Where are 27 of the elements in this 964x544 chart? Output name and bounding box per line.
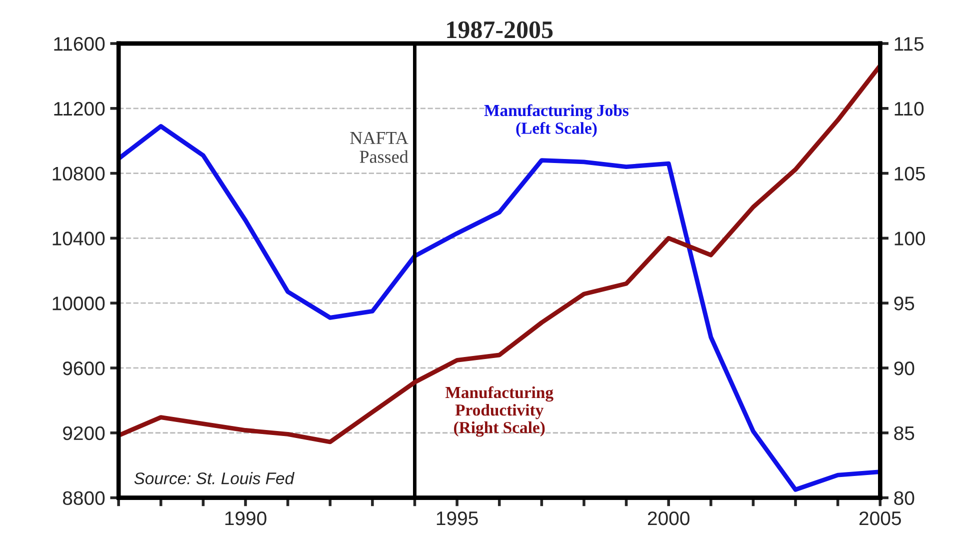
y-tick-label: 10400	[52, 232, 105, 246]
series-label: Manufacturing Productivity (Right Scale)	[445, 386, 554, 437]
y-tick-label: 10800	[52, 166, 105, 181]
y2-tick-label: 100	[894, 232, 926, 246]
series-label: Manufacturing Jobs (Left Scale)	[484, 104, 629, 138]
line-series	[118, 63, 880, 444]
x-tick-label: 1995	[436, 511, 478, 526]
x-tick-label: 2005	[859, 511, 901, 526]
chart-title: 1987-2005	[447, 21, 553, 38]
y2-tick-label: 110	[894, 102, 924, 116]
annotation: Source: St. Louis Fed	[134, 472, 295, 484]
y-tick-label: 8800	[62, 491, 105, 505]
y2-tick-label: 105	[894, 166, 925, 181]
y-tick-label: 11200	[54, 102, 105, 116]
line-series	[118, 124, 880, 492]
y2-tick-label: 95	[894, 296, 914, 310]
y-tick-label: 10000	[52, 296, 105, 310]
y2-tick-label: 85	[894, 426, 914, 440]
y-tick-label: 11600	[54, 36, 105, 51]
x-tick-label: 2000	[648, 511, 690, 526]
y-tick-label: 9600	[63, 361, 105, 376]
y2-tick-label: 115	[894, 37, 924, 51]
ref-line-label: NAFTA Passed	[350, 132, 408, 163]
y2-tick-label: 90	[894, 361, 914, 376]
y-tick-label: 9200	[63, 426, 105, 440]
x-tick-label: 1990	[225, 511, 266, 526]
y2-tick-label: 80	[894, 491, 914, 505]
